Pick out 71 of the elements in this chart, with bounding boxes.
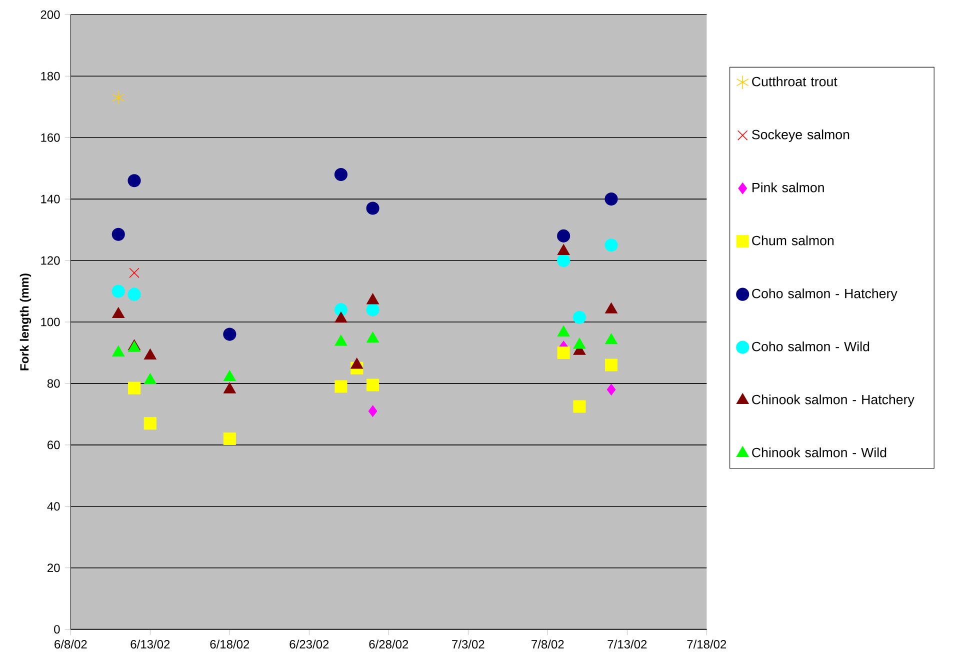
- point: [112, 90, 125, 105]
- point: [224, 382, 236, 394]
- point: [366, 293, 379, 304]
- point: [368, 405, 378, 417]
- y-tick-label: 80: [47, 379, 60, 388]
- point: [604, 238, 618, 252]
- point: [112, 284, 125, 298]
- legend-label: Chinook salmon - Wild: [752, 447, 886, 458]
- y-axis-title: Fork length (mm): [20, 274, 32, 370]
- point: [112, 346, 125, 356]
- point: [144, 373, 156, 384]
- legend-label: Cutthroat trout: [752, 76, 838, 86]
- y-tick-label: 20: [48, 564, 60, 572]
- legend-label: Chinook salmon - Hatchery: [752, 394, 914, 407]
- point: [366, 303, 380, 316]
- y-tick-label: 40: [47, 502, 60, 511]
- x-tick-label: 7/18/02: [687, 640, 726, 649]
- y-tick-label: 120: [41, 256, 60, 265]
- point: [605, 333, 618, 344]
- point: [334, 334, 348, 346]
- point: [557, 229, 570, 242]
- point: [604, 192, 618, 206]
- point: [366, 332, 379, 343]
- y-tick-label: 200: [40, 10, 60, 19]
- point: [334, 303, 348, 316]
- point: [366, 378, 380, 392]
- point: [606, 384, 616, 396]
- legend-label: Coho salmon - Wild: [752, 341, 870, 352]
- point: [557, 346, 570, 359]
- point: [129, 268, 140, 278]
- point: [605, 358, 618, 372]
- legend-label: Sockeye salmon: [752, 130, 850, 142]
- y-tick-label: 0: [54, 625, 60, 634]
- x-tick-label: 6/28/02: [369, 640, 408, 649]
- point: [112, 228, 125, 241]
- point: [144, 348, 156, 360]
- point: [334, 380, 348, 393]
- x-tick-label: 6/13/02: [130, 640, 170, 649]
- point: [573, 338, 586, 349]
- y-tick-label: 140: [41, 194, 60, 204]
- point: [224, 370, 236, 382]
- point: [128, 382, 141, 394]
- point: [334, 168, 348, 182]
- y-tick-label: 160: [41, 133, 60, 142]
- y-tick-label: 100: [41, 318, 60, 326]
- point: [573, 400, 586, 413]
- point: [605, 302, 618, 314]
- x-tick-label: 6/23/02: [290, 640, 329, 649]
- point: [557, 254, 570, 268]
- point: [144, 417, 156, 430]
- point: [128, 288, 141, 301]
- point: [366, 202, 380, 215]
- x-tick-label: 7/8/02: [532, 640, 564, 649]
- point: [128, 174, 141, 188]
- point: [350, 358, 364, 369]
- y-tick-label: 60: [48, 440, 60, 450]
- x-tick-label: 7/13/02: [608, 640, 647, 649]
- point: [557, 326, 570, 336]
- legend-label: Coho salmon - Hatchery: [752, 288, 898, 301]
- point: [334, 312, 348, 323]
- point: [223, 432, 236, 446]
- x-tick-label: 7/3/02: [452, 640, 484, 649]
- legend-label: Pink salmon: [752, 182, 824, 192]
- point: [572, 310, 586, 324]
- x-tick-label: 6/18/02: [210, 640, 250, 649]
- x-tick-label: 6/8/02: [54, 640, 87, 649]
- legend-label: Chum salmon: [752, 235, 834, 246]
- point: [557, 244, 570, 256]
- point: [223, 328, 236, 341]
- point: [112, 307, 125, 318]
- y-tick-label: 180: [41, 72, 60, 80]
